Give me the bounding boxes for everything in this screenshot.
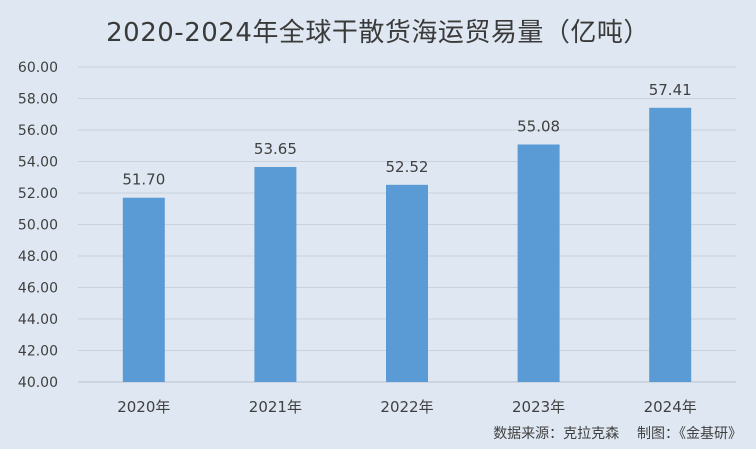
data-label: 57.41 bbox=[649, 81, 692, 99]
y-tick-label: 46.00 bbox=[18, 281, 58, 297]
chart-title: 2020-2024年全球干散货海运贸易量（亿吨） bbox=[106, 18, 650, 48]
y-tick-label: 58.00 bbox=[18, 92, 58, 108]
bar bbox=[254, 167, 297, 382]
y-tick-label: 56.00 bbox=[18, 123, 58, 139]
y-tick-label: 54.00 bbox=[18, 155, 58, 171]
y-tick-label: 42.00 bbox=[18, 344, 58, 360]
data-label: 53.65 bbox=[254, 140, 297, 158]
bar bbox=[122, 197, 165, 382]
y-tick-label: 52.00 bbox=[18, 186, 58, 202]
y-tick-label: 44.00 bbox=[18, 312, 58, 328]
x-tick-label: 2024年 bbox=[644, 398, 697, 416]
y-tick-label: 50.00 bbox=[18, 218, 58, 234]
x-tick-label: 2023年 bbox=[512, 398, 565, 416]
y-tick-label: 40.00 bbox=[18, 375, 58, 391]
source-note: 数据来源：克拉克森 制图：《金基研》 bbox=[493, 426, 742, 442]
y-tick-label: 60.00 bbox=[18, 60, 58, 76]
data-label: 55.08 bbox=[517, 117, 560, 135]
x-tick-label: 2021年 bbox=[249, 398, 302, 416]
x-tick-label: 2022年 bbox=[380, 398, 433, 416]
x-tick-label: 2020年 bbox=[117, 398, 170, 416]
bar bbox=[649, 107, 692, 382]
bar bbox=[386, 184, 428, 382]
bar bbox=[517, 144, 560, 382]
data-label: 52.52 bbox=[386, 158, 429, 176]
data-label: 51.70 bbox=[122, 171, 165, 189]
y-tick-label: 48.00 bbox=[18, 249, 58, 265]
